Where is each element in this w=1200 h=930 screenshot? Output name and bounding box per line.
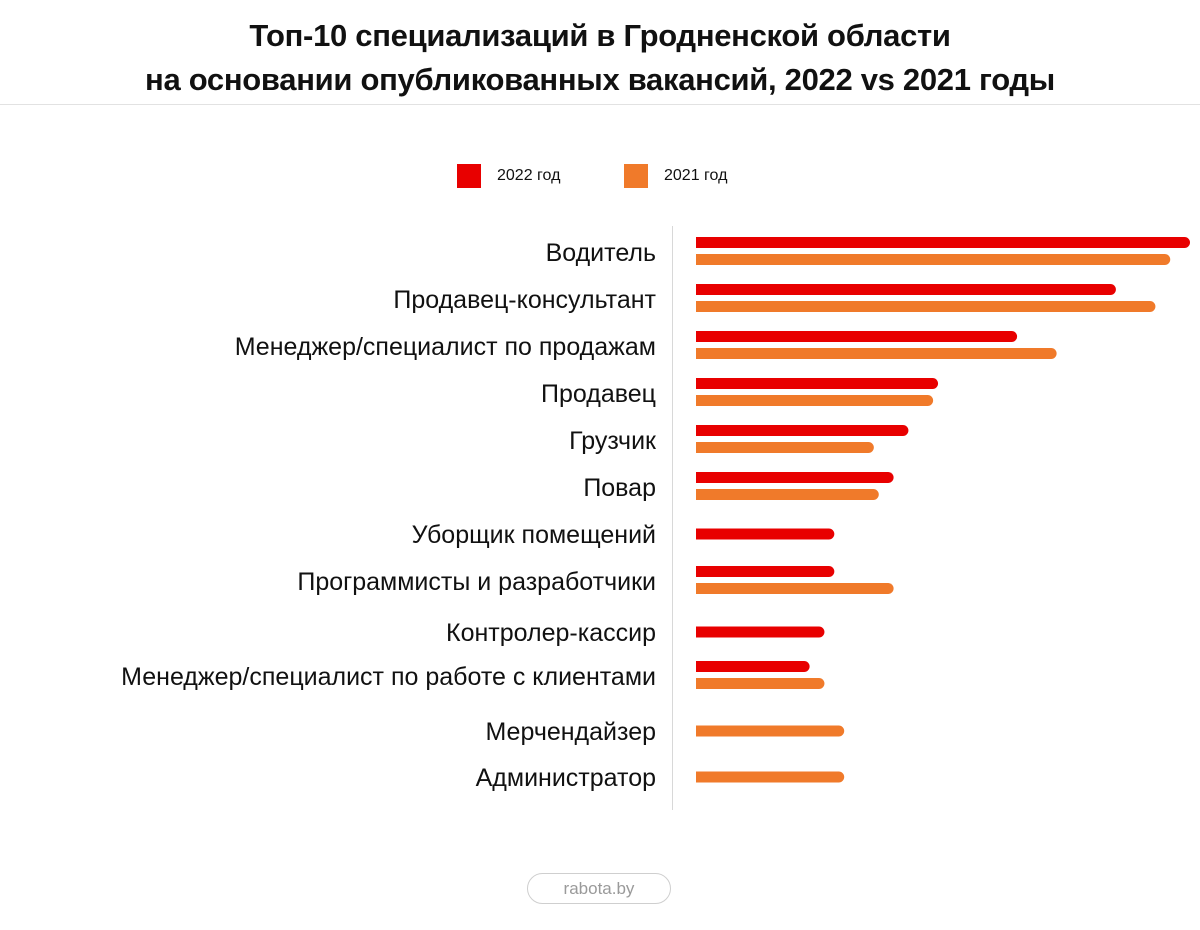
bar-2022: [696, 566, 835, 577]
bar-2022: [696, 425, 909, 436]
bar-2021: [696, 771, 845, 783]
bar-2022: [696, 284, 1116, 295]
bar-2022: [696, 378, 939, 389]
bar-2021: [696, 583, 894, 594]
bar-2021: [696, 395, 934, 406]
bar-2021: [696, 348, 1057, 359]
category-label: Повар: [583, 474, 656, 502]
category-label: Продавец-консультант: [393, 286, 656, 314]
bar-2022: [696, 331, 1018, 342]
category-label: Водитель: [546, 239, 656, 267]
chart-title: Топ-10 специализаций в Гродненской облас…: [0, 14, 1200, 102]
category-label: Контролер-кассир: [446, 619, 656, 647]
legend-label-2021: 2021 год: [664, 167, 728, 184]
category-label: Программисты и разработчики: [297, 568, 656, 596]
bar-2022: [696, 528, 835, 540]
legend-label-2022: 2022 год: [497, 167, 561, 184]
bar-2022: [696, 626, 825, 638]
chart-title-line-1: Топ-10 специализаций в Гродненской облас…: [249, 18, 951, 53]
legend-swatch-2021: [624, 164, 648, 188]
legend-item-2022: 2022 год: [457, 164, 560, 188]
category-label: Менеджер/специалист по продажам: [235, 333, 656, 361]
bar-2022: [696, 661, 810, 672]
bar-2022: [696, 237, 1190, 248]
bar-2021: [696, 489, 879, 500]
category-label: Грузчик: [569, 427, 657, 455]
category-label: Уборщик помещений: [412, 521, 656, 549]
category-label: Продавец: [541, 380, 656, 408]
bar-2021: [696, 442, 874, 454]
category-axis-line: [672, 226, 673, 810]
legend-swatch-2022: [457, 164, 481, 188]
category-label: Менеджер/специалист по работе с клиентам…: [121, 663, 656, 691]
category-label: Мерчендайзер: [485, 718, 656, 746]
chart-title-line-2: на основании опубликованных вакансий, 20…: [145, 62, 1055, 97]
bar-2021: [696, 725, 845, 737]
bar-2021: [696, 301, 1156, 312]
bar-2022: [696, 472, 894, 483]
title-divider: [0, 104, 1200, 105]
source-badge: rabota.by: [527, 873, 671, 904]
category-label: Администратор: [476, 764, 656, 792]
bar-2021: [696, 678, 825, 689]
legend-item-2021: 2021 год: [624, 164, 727, 188]
bar-2021: [696, 254, 1171, 265]
